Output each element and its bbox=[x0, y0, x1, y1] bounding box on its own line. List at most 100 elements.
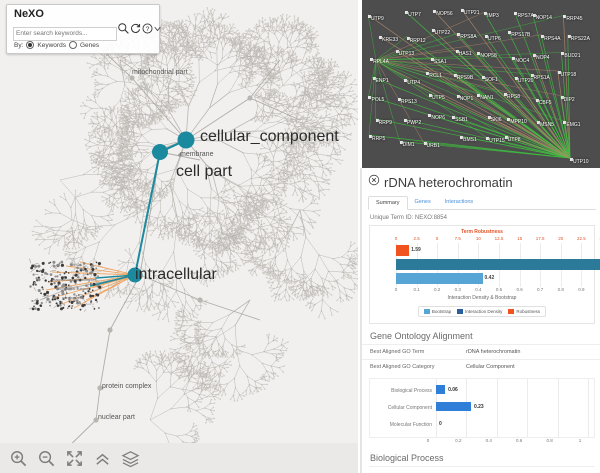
gene-node-label[interactable]: RPS22A bbox=[570, 35, 590, 42]
tab-summary[interactable]: Summary bbox=[368, 196, 408, 210]
gene-node[interactable] bbox=[503, 93, 507, 97]
gene-node-label[interactable]: EMG1 bbox=[566, 121, 581, 128]
gene-node[interactable] bbox=[508, 31, 512, 35]
gene-node-label[interactable]: RPS8A bbox=[460, 34, 477, 41]
tree-node-label-minor[interactable]: nuclear part bbox=[98, 414, 135, 421]
gene-network-view[interactable]: UTP9 UTP7 NOP56 UTP21 IMP3 RPS7A NOP14 RRP45 KRE… bbox=[360, 0, 600, 170]
gene-node[interactable] bbox=[563, 120, 567, 124]
ontology-tree-view[interactable]: NeXO ? By: Keywords bbox=[0, 0, 358, 473]
gene-node[interactable] bbox=[514, 77, 518, 81]
gene-node-label[interactable]: NOP56 bbox=[436, 10, 453, 17]
gene-node-label[interactable]: SKI6 bbox=[490, 117, 502, 124]
gene-node-label[interactable]: NOP4 bbox=[535, 55, 550, 62]
gene-node-label[interactable]: UTP9 bbox=[371, 15, 384, 22]
gene-node[interactable] bbox=[372, 77, 376, 81]
gene-node[interactable] bbox=[370, 58, 374, 62]
gene-node[interactable] bbox=[398, 98, 401, 102]
gene-node-label[interactable]: SSB1 bbox=[455, 117, 468, 124]
gene-node-label[interactable]: NAN1 bbox=[480, 94, 494, 101]
gene-node-label[interactable]: SSA1 bbox=[433, 59, 447, 66]
gene-node-label[interactable]: PWP2 bbox=[406, 120, 422, 127]
gene-node-label[interactable]: UTP13 bbox=[398, 51, 415, 58]
help-icon[interactable]: ? bbox=[141, 22, 154, 35]
gene-node[interactable] bbox=[452, 116, 456, 120]
gene-node[interactable] bbox=[430, 58, 434, 62]
gene-node-label[interactable]: HAS1 bbox=[458, 51, 472, 58]
search-input[interactable] bbox=[13, 26, 117, 41]
gene-node[interactable] bbox=[460, 136, 464, 140]
tree-node-label-major[interactable]: cellular_component bbox=[200, 128, 339, 145]
gene-node-label[interactable]: RPL4A bbox=[373, 59, 389, 66]
gene-node[interactable] bbox=[561, 52, 565, 56]
gene-network-canvas[interactable] bbox=[362, 0, 600, 168]
gene-node-label[interactable]: UTP20 bbox=[517, 78, 534, 85]
gene-node[interactable] bbox=[404, 79, 408, 83]
gene-node-label[interactable]: UTP4 bbox=[407, 80, 421, 87]
gene-node-label[interactable]: RRP45 bbox=[566, 16, 583, 23]
layers-icon[interactable] bbox=[121, 449, 140, 468]
gene-node[interactable] bbox=[406, 36, 410, 40]
gene-node-label[interactable]: NOP14 bbox=[535, 14, 552, 21]
gene-node[interactable] bbox=[428, 114, 432, 118]
collapse-icon[interactable] bbox=[93, 449, 112, 468]
gene-node-label[interactable]: RPS17B bbox=[511, 32, 531, 39]
gene-node-label[interactable]: UTP21 bbox=[463, 9, 480, 16]
gene-node-label[interactable]: UTP15 bbox=[489, 138, 505, 145]
gene-node[interactable] bbox=[460, 8, 464, 12]
gene-node[interactable] bbox=[530, 74, 534, 78]
gene-node-label[interactable]: UTP22 bbox=[434, 30, 451, 37]
gene-node-label[interactable]: NOP1 bbox=[459, 96, 474, 103]
gene-node[interactable] bbox=[375, 118, 379, 122]
gene-node-label[interactable]: ENP1 bbox=[375, 78, 389, 85]
gene-node-label[interactable]: RPS4A bbox=[544, 35, 561, 42]
gene-node[interactable] bbox=[477, 51, 481, 55]
gene-node[interactable] bbox=[457, 33, 461, 37]
chevron-down-icon[interactable] bbox=[152, 22, 165, 35]
gene-node[interactable] bbox=[423, 142, 427, 146]
gene-node-label[interactable]: NOP58 bbox=[480, 52, 497, 59]
gene-node-label[interactable]: RRP5 bbox=[371, 135, 386, 142]
gene-node[interactable] bbox=[368, 134, 372, 138]
tree-node-label-minor[interactable]: mitochondrial part bbox=[132, 69, 188, 76]
gene-node[interactable] bbox=[481, 75, 485, 79]
gene-node[interactable] bbox=[368, 96, 372, 100]
gene-node-label[interactable]: MPP10 bbox=[510, 118, 527, 125]
gene-node-label[interactable]: RPS9B bbox=[456, 74, 474, 81]
gene-node[interactable] bbox=[431, 29, 435, 33]
gene-node-label[interactable]: NOP6 bbox=[431, 115, 446, 122]
gene-node-label[interactable]: MSN5 bbox=[540, 122, 554, 129]
gene-node[interactable] bbox=[532, 13, 536, 17]
gene-node-label[interactable]: UTP10 bbox=[573, 159, 589, 165]
gene-node[interactable] bbox=[399, 141, 403, 145]
tab-genes[interactable]: Genes bbox=[414, 199, 431, 205]
gene-node[interactable] bbox=[563, 15, 567, 19]
zoom-out-icon[interactable] bbox=[37, 449, 56, 468]
close-circle-icon[interactable] bbox=[368, 173, 380, 191]
gene-node[interactable] bbox=[455, 50, 459, 54]
gene-node-label[interactable]: POL5 bbox=[371, 97, 385, 104]
gene-node[interactable] bbox=[477, 93, 481, 97]
gene-node[interactable] bbox=[453, 73, 457, 77]
gene-node-label[interactable]: UTP18 bbox=[560, 71, 577, 78]
gene-node[interactable] bbox=[537, 121, 541, 125]
gene-node[interactable] bbox=[368, 14, 371, 18]
gene-node[interactable] bbox=[504, 135, 508, 139]
gene-node[interactable] bbox=[485, 35, 488, 39]
radio-keywords[interactable] bbox=[26, 41, 35, 49]
gene-node[interactable] bbox=[405, 11, 409, 15]
gene-node[interactable] bbox=[557, 70, 561, 74]
gene-node[interactable] bbox=[433, 9, 437, 13]
gene-node-label[interactable]: CBF5 bbox=[538, 100, 552, 107]
tree-node-label-major[interactable]: cell part bbox=[176, 163, 233, 180]
gene-node-label[interactable]: IMP3 bbox=[487, 13, 499, 20]
gene-node[interactable] bbox=[512, 57, 516, 61]
tree-node-label-minor[interactable]: ribosomal subunit bbox=[58, 286, 90, 291]
gene-node-label[interactable]: RRP12 bbox=[409, 37, 426, 44]
gene-node-label[interactable]: UTP6 bbox=[488, 36, 501, 43]
tree-node-label-minor[interactable]: protein complex bbox=[102, 383, 152, 390]
tree-node-label-minor[interactable]: membrane bbox=[180, 151, 214, 158]
gene-node-label[interactable]: KRE33 bbox=[382, 37, 398, 44]
gene-node[interactable] bbox=[560, 95, 564, 99]
gene-node-label[interactable]: UTP7 bbox=[408, 12, 421, 19]
tab-interactions[interactable]: Interactions bbox=[444, 199, 474, 205]
